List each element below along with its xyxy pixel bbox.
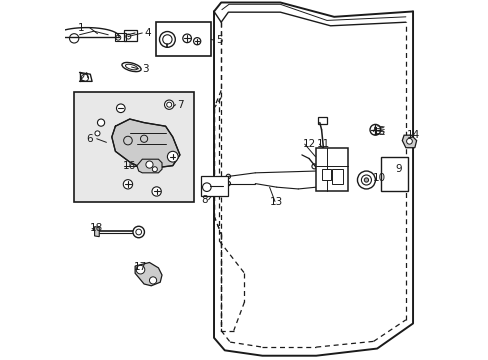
Circle shape bbox=[202, 183, 211, 192]
Bar bbox=[201, 176, 228, 196]
Text: 2: 2 bbox=[78, 73, 84, 83]
Circle shape bbox=[152, 167, 157, 172]
Circle shape bbox=[133, 226, 144, 238]
Bar bbox=[115, 33, 126, 41]
Bar bbox=[318, 150, 346, 189]
Bar bbox=[203, 179, 226, 194]
Bar bbox=[317, 117, 326, 125]
Bar bbox=[332, 169, 343, 184]
Text: 9: 9 bbox=[395, 164, 401, 174]
Bar bbox=[74, 92, 194, 202]
Text: 18: 18 bbox=[90, 224, 103, 233]
Bar bbox=[380, 157, 407, 191]
Text: 3: 3 bbox=[142, 64, 149, 74]
Circle shape bbox=[123, 180, 132, 189]
Text: 4: 4 bbox=[144, 28, 151, 38]
Text: 12: 12 bbox=[302, 139, 315, 149]
Text: 11: 11 bbox=[316, 139, 329, 149]
Text: 16: 16 bbox=[122, 161, 135, 171]
Text: 15: 15 bbox=[371, 127, 385, 136]
Polygon shape bbox=[135, 262, 162, 286]
Text: 8: 8 bbox=[202, 195, 208, 205]
Text: 1: 1 bbox=[78, 23, 84, 33]
Polygon shape bbox=[402, 135, 416, 148]
Text: 17: 17 bbox=[134, 262, 147, 272]
Text: 5: 5 bbox=[216, 35, 222, 45]
Circle shape bbox=[95, 131, 100, 136]
Circle shape bbox=[116, 104, 125, 113]
Circle shape bbox=[149, 277, 156, 284]
Text: 7: 7 bbox=[176, 100, 183, 110]
Bar bbox=[155, 22, 211, 56]
Polygon shape bbox=[137, 159, 162, 173]
Bar bbox=[316, 148, 348, 191]
Bar bbox=[321, 169, 330, 180]
Circle shape bbox=[357, 171, 375, 189]
Bar bbox=[124, 30, 137, 41]
Circle shape bbox=[97, 119, 104, 126]
Circle shape bbox=[152, 187, 161, 196]
Polygon shape bbox=[94, 226, 99, 237]
Text: 13: 13 bbox=[269, 197, 283, 207]
Text: 6: 6 bbox=[86, 134, 93, 144]
Text: 14: 14 bbox=[406, 130, 419, 140]
Circle shape bbox=[364, 178, 368, 182]
Circle shape bbox=[145, 161, 153, 168]
Circle shape bbox=[167, 151, 178, 162]
Circle shape bbox=[136, 265, 144, 274]
Circle shape bbox=[164, 100, 174, 109]
Circle shape bbox=[406, 138, 411, 144]
Text: 10: 10 bbox=[372, 173, 385, 183]
Polygon shape bbox=[112, 119, 180, 169]
